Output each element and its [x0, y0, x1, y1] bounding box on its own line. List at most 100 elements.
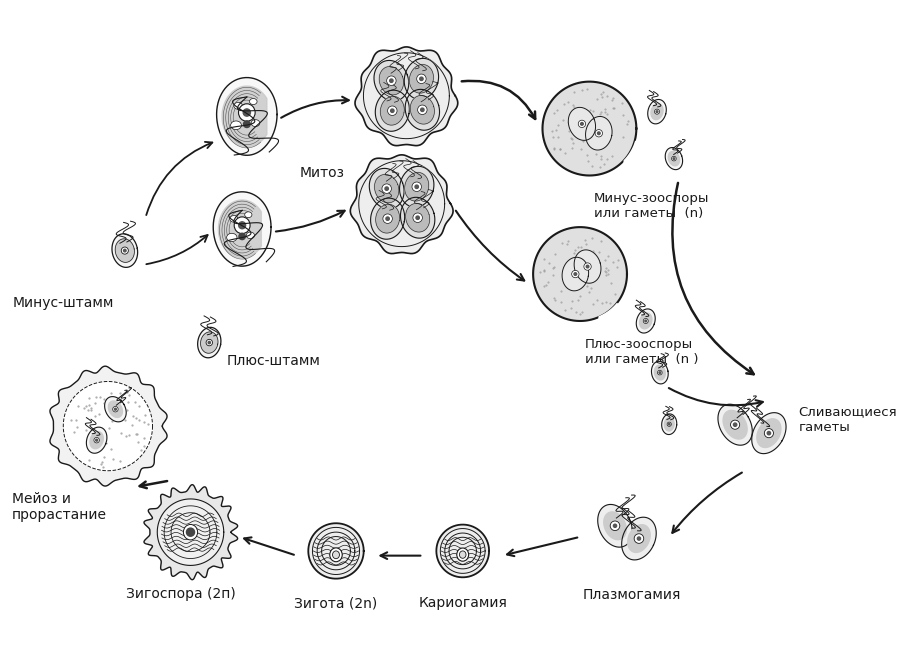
- Text: Минус-зооспоры
или гаметы  (n): Минус-зооспоры или гаметы (n): [594, 192, 709, 220]
- Circle shape: [114, 408, 116, 410]
- Circle shape: [419, 77, 423, 81]
- Polygon shape: [376, 204, 400, 233]
- Polygon shape: [568, 108, 596, 140]
- Ellipse shape: [239, 103, 255, 121]
- Polygon shape: [662, 414, 676, 435]
- Circle shape: [595, 130, 603, 137]
- Circle shape: [610, 521, 620, 531]
- Circle shape: [243, 121, 250, 128]
- Polygon shape: [375, 90, 410, 131]
- Circle shape: [113, 407, 118, 412]
- Polygon shape: [533, 227, 627, 321]
- Circle shape: [413, 213, 422, 222]
- Polygon shape: [562, 257, 588, 291]
- Ellipse shape: [332, 551, 340, 558]
- Polygon shape: [380, 67, 403, 95]
- Polygon shape: [410, 65, 433, 93]
- Circle shape: [382, 184, 391, 194]
- Circle shape: [95, 439, 98, 441]
- Polygon shape: [757, 419, 781, 448]
- Ellipse shape: [252, 120, 260, 126]
- Text: Митоз: Митоз: [300, 166, 344, 179]
- Polygon shape: [718, 405, 752, 445]
- Text: Минус-штамм: Минус-штамм: [12, 296, 114, 310]
- Polygon shape: [651, 103, 663, 120]
- Polygon shape: [752, 413, 786, 454]
- Polygon shape: [637, 309, 656, 333]
- Text: Зигота (2n): Зигота (2n): [294, 596, 378, 610]
- Circle shape: [239, 222, 245, 228]
- Polygon shape: [542, 81, 637, 175]
- Circle shape: [734, 423, 736, 426]
- Polygon shape: [157, 499, 223, 565]
- Ellipse shape: [457, 548, 469, 561]
- Polygon shape: [370, 169, 404, 209]
- Circle shape: [672, 157, 676, 161]
- Ellipse shape: [246, 232, 254, 239]
- Circle shape: [122, 247, 128, 254]
- Polygon shape: [108, 401, 123, 417]
- FancyArrowPatch shape: [462, 81, 535, 119]
- Polygon shape: [380, 96, 404, 125]
- FancyArrowPatch shape: [672, 183, 754, 374]
- Ellipse shape: [459, 551, 466, 558]
- Text: Плюс-зооспоры
или гаметы  (n ): Плюс-зооспоры или гаметы (n ): [585, 338, 698, 366]
- FancyArrowPatch shape: [276, 211, 345, 232]
- Circle shape: [420, 108, 424, 112]
- Polygon shape: [668, 151, 679, 166]
- Text: Кариогамия: Кариогамия: [419, 596, 508, 610]
- Polygon shape: [86, 427, 107, 453]
- Polygon shape: [144, 485, 238, 580]
- Circle shape: [206, 339, 212, 346]
- Circle shape: [643, 319, 648, 323]
- Polygon shape: [665, 417, 674, 431]
- Circle shape: [417, 74, 426, 83]
- FancyArrowPatch shape: [146, 142, 212, 215]
- Polygon shape: [213, 192, 271, 266]
- Polygon shape: [405, 173, 429, 201]
- Polygon shape: [723, 411, 747, 439]
- Circle shape: [385, 187, 389, 190]
- Circle shape: [418, 105, 427, 114]
- FancyArrowPatch shape: [669, 388, 763, 407]
- Circle shape: [637, 537, 640, 540]
- Ellipse shape: [330, 548, 342, 562]
- Circle shape: [390, 79, 393, 83]
- Circle shape: [645, 320, 646, 322]
- FancyArrowPatch shape: [146, 235, 208, 264]
- Polygon shape: [639, 313, 652, 329]
- Text: Зигоспора (2п): Зигоспора (2п): [126, 587, 236, 601]
- Polygon shape: [400, 198, 435, 238]
- Polygon shape: [309, 523, 364, 579]
- FancyArrowPatch shape: [140, 481, 167, 488]
- Circle shape: [243, 109, 251, 116]
- Polygon shape: [574, 250, 601, 283]
- Polygon shape: [404, 58, 439, 99]
- FancyArrowPatch shape: [244, 538, 294, 555]
- Polygon shape: [374, 60, 409, 101]
- Polygon shape: [374, 175, 399, 203]
- Polygon shape: [405, 89, 439, 130]
- Circle shape: [731, 420, 740, 429]
- Polygon shape: [604, 512, 627, 540]
- Circle shape: [390, 109, 394, 112]
- Circle shape: [659, 372, 661, 374]
- Text: Плюс-штамм: Плюс-штамм: [226, 354, 320, 368]
- Polygon shape: [586, 116, 612, 150]
- Polygon shape: [627, 525, 650, 552]
- Circle shape: [239, 233, 245, 240]
- Polygon shape: [597, 505, 632, 547]
- Circle shape: [673, 158, 675, 159]
- Circle shape: [597, 132, 600, 134]
- Polygon shape: [201, 332, 218, 353]
- Ellipse shape: [183, 524, 198, 540]
- Circle shape: [574, 273, 577, 276]
- Polygon shape: [410, 95, 434, 124]
- Circle shape: [614, 524, 617, 528]
- FancyArrowPatch shape: [456, 210, 524, 280]
- Polygon shape: [219, 200, 262, 258]
- Ellipse shape: [230, 216, 238, 222]
- Polygon shape: [350, 155, 453, 253]
- Circle shape: [387, 76, 396, 85]
- Circle shape: [580, 122, 583, 125]
